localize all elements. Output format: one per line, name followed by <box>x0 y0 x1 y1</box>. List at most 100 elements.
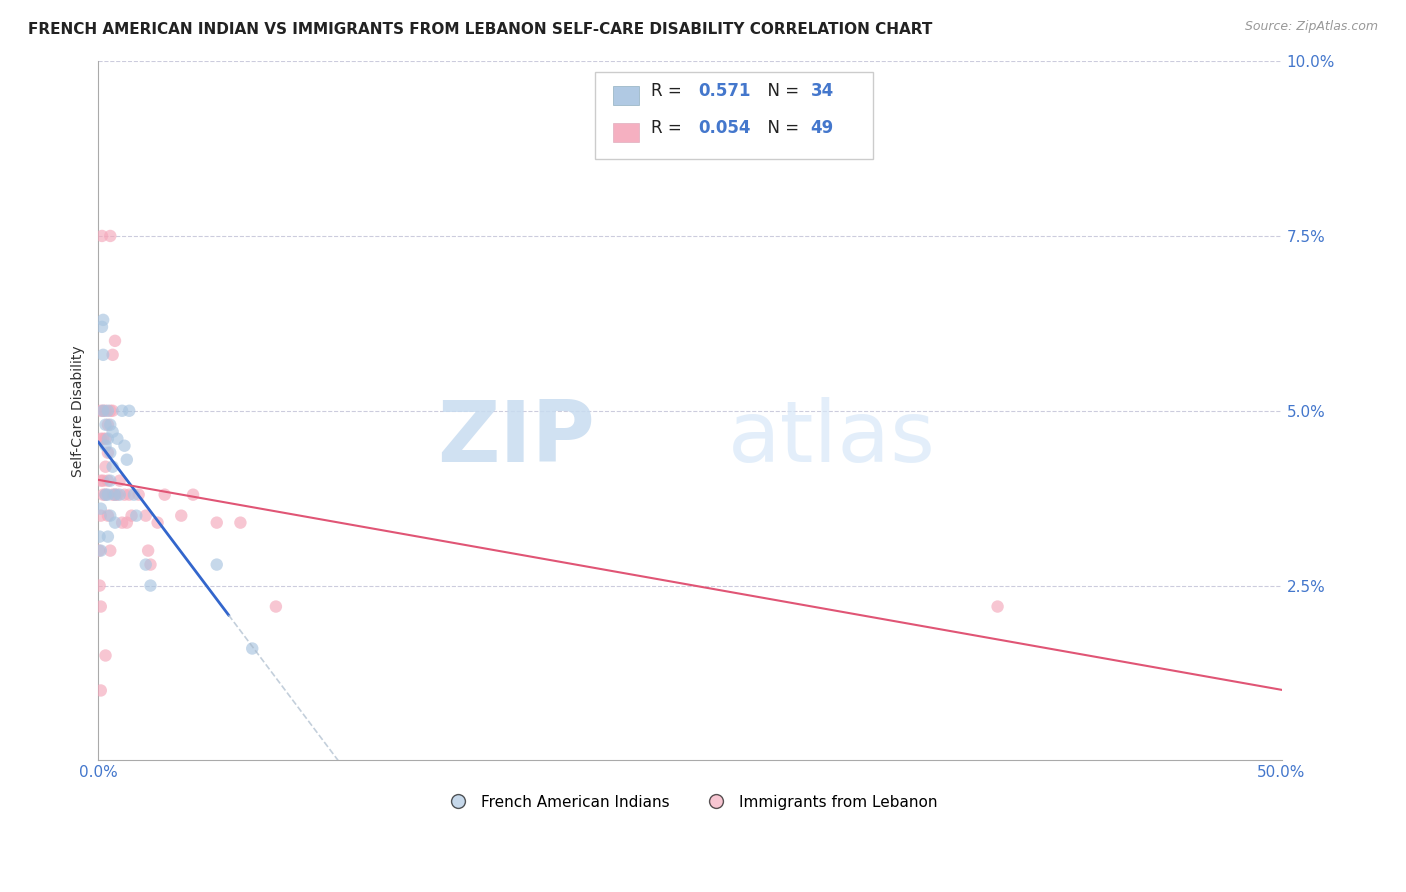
Point <box>115 516 138 530</box>
Point <box>114 488 136 502</box>
Point <box>97 403 120 417</box>
FancyBboxPatch shape <box>613 86 640 104</box>
Point <box>97 530 120 544</box>
Point <box>90 683 112 698</box>
Point <box>181 488 204 502</box>
Point <box>108 474 131 488</box>
Point <box>94 439 117 453</box>
Point <box>139 558 162 572</box>
Point <box>108 488 131 502</box>
Point <box>104 516 127 530</box>
Point <box>105 488 128 502</box>
Point <box>264 599 287 614</box>
Point <box>135 508 157 523</box>
Point <box>91 403 114 417</box>
Point <box>121 508 143 523</box>
Point <box>104 488 127 502</box>
Point <box>91 403 114 417</box>
Point <box>114 439 136 453</box>
FancyBboxPatch shape <box>613 123 640 142</box>
Point <box>111 403 134 417</box>
Text: N =: N = <box>758 120 804 137</box>
Point <box>170 508 193 523</box>
Y-axis label: Self-Care Disability: Self-Care Disability <box>72 345 86 476</box>
Point <box>91 474 114 488</box>
Point <box>101 348 124 362</box>
Legend: French American Indians, Immigrants from Lebanon: French American Indians, Immigrants from… <box>437 789 943 815</box>
Point <box>240 641 263 656</box>
Point <box>97 508 120 523</box>
Point <box>101 425 124 439</box>
Point <box>105 432 128 446</box>
Point <box>101 403 124 417</box>
Point <box>91 313 114 327</box>
Point <box>98 229 121 244</box>
Point <box>94 459 117 474</box>
Text: 34: 34 <box>811 82 834 100</box>
Point <box>205 516 228 530</box>
Point <box>90 432 112 446</box>
Text: ZIP: ZIP <box>437 397 595 480</box>
Point <box>97 474 120 488</box>
Point <box>94 417 117 432</box>
Point <box>98 543 121 558</box>
Point <box>94 488 117 502</box>
Point <box>98 446 121 460</box>
Point <box>205 558 228 572</box>
Point <box>94 432 117 446</box>
Point <box>90 474 112 488</box>
Point <box>115 452 138 467</box>
Point <box>94 403 117 417</box>
Point <box>987 599 1010 614</box>
Text: 49: 49 <box>811 120 834 137</box>
Point <box>111 516 134 530</box>
Point <box>94 648 117 663</box>
Point <box>91 432 114 446</box>
Point <box>128 488 150 502</box>
Point <box>89 578 111 592</box>
Point <box>122 488 145 502</box>
Point <box>101 459 124 474</box>
Text: 0.054: 0.054 <box>699 120 751 137</box>
Point <box>94 488 117 502</box>
Point <box>118 403 141 417</box>
Text: N =: N = <box>758 82 804 100</box>
Point <box>104 488 127 502</box>
Point <box>91 319 114 334</box>
Point <box>89 543 111 558</box>
Point <box>125 508 148 523</box>
Text: 0.571: 0.571 <box>699 82 751 100</box>
Point <box>98 474 121 488</box>
Point <box>97 432 120 446</box>
Text: Source: ZipAtlas.com: Source: ZipAtlas.com <box>1244 20 1378 33</box>
Point <box>98 508 121 523</box>
Point <box>90 501 112 516</box>
Point <box>135 558 157 572</box>
Point <box>97 446 120 460</box>
Text: R =: R = <box>651 120 688 137</box>
Point <box>91 488 114 502</box>
Point <box>146 516 169 530</box>
Text: R =: R = <box>651 82 688 100</box>
Text: atlas: atlas <box>728 397 936 480</box>
Point <box>153 488 176 502</box>
Point <box>90 599 112 614</box>
Point <box>97 488 120 502</box>
Point <box>90 543 112 558</box>
Point <box>101 488 124 502</box>
Point <box>90 508 112 523</box>
Point <box>91 229 114 244</box>
Point <box>91 348 114 362</box>
Point <box>104 334 127 348</box>
FancyBboxPatch shape <box>595 71 873 159</box>
Point <box>118 488 141 502</box>
Point <box>139 578 162 592</box>
Point <box>98 417 121 432</box>
Point <box>90 403 112 417</box>
Point <box>97 417 120 432</box>
Text: FRENCH AMERICAN INDIAN VS IMMIGRANTS FROM LEBANON SELF-CARE DISABILITY CORRELATI: FRENCH AMERICAN INDIAN VS IMMIGRANTS FRO… <box>28 22 932 37</box>
Point <box>89 530 111 544</box>
Point <box>136 543 159 558</box>
Point <box>229 516 252 530</box>
Point <box>98 403 121 417</box>
